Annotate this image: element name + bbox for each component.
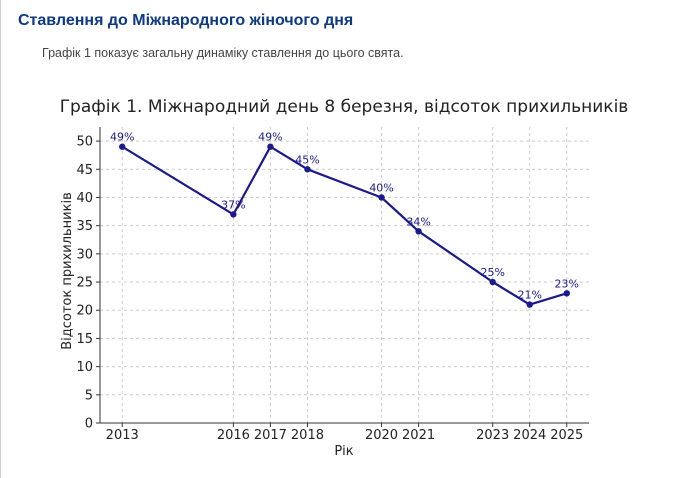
- x-axis-label: Рік: [334, 444, 353, 459]
- data-label: 21%: [518, 289, 542, 302]
- data-label: 45%: [295, 153, 319, 166]
- x-tick-label: 2018: [291, 428, 324, 443]
- data-label: 40%: [369, 181, 393, 194]
- data-point: [378, 194, 385, 201]
- y-tick-label: 50: [76, 135, 93, 150]
- y-tick-label: 5: [85, 388, 93, 403]
- y-axis-label: Відсоток прихильників: [60, 192, 75, 350]
- y-tick-label: 40: [76, 191, 93, 206]
- series-line: [121, 145, 568, 306]
- x-tick-label: 2020: [365, 428, 398, 443]
- x-tick-label: 2023: [476, 428, 509, 443]
- data-point: [304, 166, 311, 173]
- chart-series: 49% 37% 49% 45% 40% 34% 25% 21% 23%: [110, 131, 579, 308]
- data-label: 49%: [110, 131, 134, 144]
- data-point: [415, 228, 422, 235]
- data-point: [563, 290, 570, 297]
- section-heading: Ставлення до Міжнародного жіночого дня: [18, 12, 354, 29]
- chart-title: Графік 1. Міжнародний день 8 березня, ві…: [60, 97, 629, 117]
- y-tick-label: 10: [76, 360, 93, 375]
- data-label: 25%: [480, 266, 504, 279]
- data-point: [526, 301, 533, 308]
- y-tick-label: 20: [76, 304, 93, 319]
- x-tick-label: 2021: [402, 428, 435, 443]
- data-label: 23%: [555, 277, 579, 290]
- y-tick-label: 0: [85, 417, 93, 432]
- data-label: 37%: [221, 198, 245, 211]
- data-point: [489, 278, 496, 286]
- x-tick-label: 2025: [550, 428, 583, 443]
- data-label: 49%: [258, 131, 282, 144]
- data-point: [267, 143, 274, 150]
- x-tick-label: 2016: [217, 428, 250, 443]
- intro-text: Графік 1 показує загальну динаміку ставл…: [42, 46, 404, 60]
- y-tick-label: 25: [76, 276, 93, 291]
- chart-grid: [100, 127, 589, 424]
- y-tick-label: 30: [76, 247, 93, 262]
- y-tick-label: 35: [76, 219, 93, 234]
- data-point: [230, 211, 237, 218]
- x-tick-label: 2017: [254, 428, 287, 443]
- y-tick-label: 15: [76, 332, 93, 347]
- data-point: [119, 143, 126, 150]
- y-tick-label: 45: [76, 163, 93, 178]
- data-label: 34%: [406, 215, 430, 228]
- x-tick-label: 2024: [513, 428, 546, 443]
- left-border: [0, 0, 1, 478]
- x-tick-label: 2013: [106, 428, 139, 443]
